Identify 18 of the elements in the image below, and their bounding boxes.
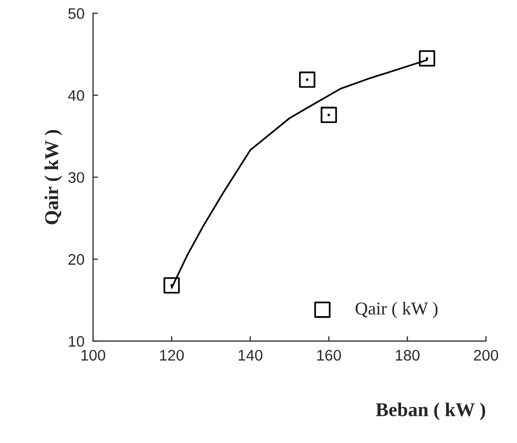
y-tick-label: 10: [68, 336, 84, 347]
y-tick-label: 20: [68, 254, 84, 265]
x-tick-label: 180: [396, 350, 420, 361]
x-axis-title: Beban ( kW ): [376, 402, 486, 420]
x-tick-label: 140: [238, 350, 262, 361]
point: [320, 106, 337, 124]
y-axis-title: Qair ( kW ): [44, 130, 62, 224]
y-tick-label: 30: [68, 172, 84, 183]
point: [164, 277, 180, 294]
y-tick-label: 50: [68, 8, 84, 19]
point: [299, 72, 316, 88]
x-tick-label: 160: [317, 350, 341, 361]
y-tick-label: 40: [68, 90, 84, 101]
x-tick-label: 100: [81, 350, 106, 361]
x-tick-label: 120: [160, 350, 184, 361]
legend-label: Qair ( kW ): [356, 302, 438, 318]
x-tick-label: 200: [474, 350, 498, 361]
point: [418, 50, 436, 66]
